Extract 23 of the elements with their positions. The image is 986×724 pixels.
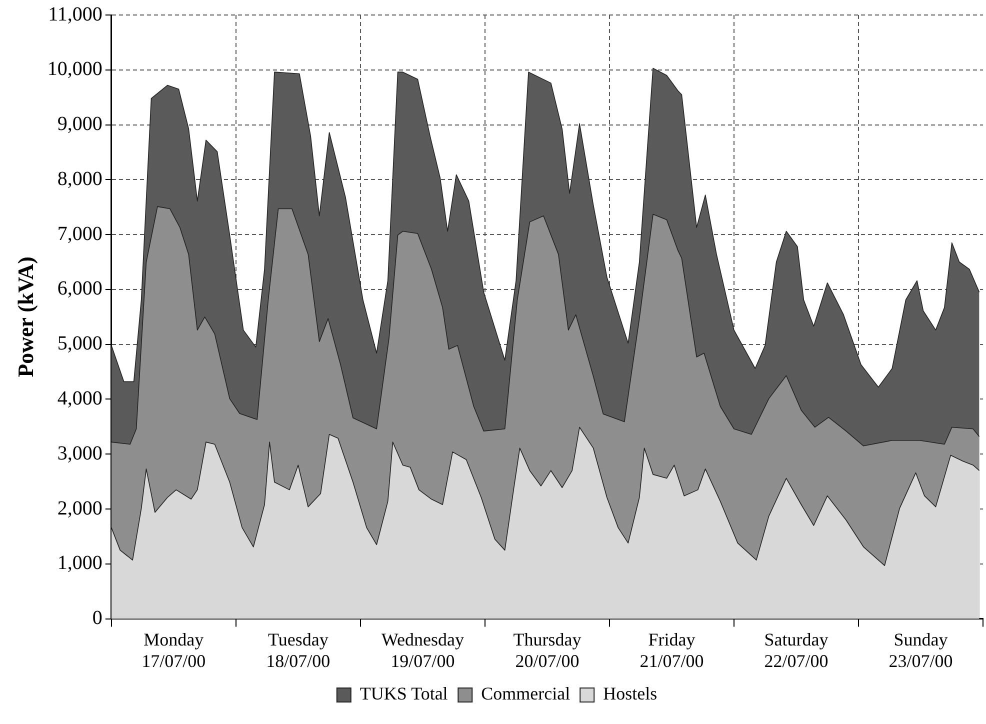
y-axis-title: Power (kVA)	[12, 256, 38, 378]
y-tick-label: 3,000	[57, 442, 102, 464]
y-tick-label: 4,000	[57, 387, 102, 410]
y-tick-label: 5,000	[57, 332, 102, 355]
x-tick-label: Thursday 20/07/00	[513, 629, 582, 671]
x-tick-label: Sunday 23/07/00	[888, 629, 953, 671]
legend-label: Hostels	[603, 684, 658, 704]
x-tick-label: Wednesday 19/07/00	[381, 629, 464, 671]
y-tick-label: 8,000	[57, 168, 102, 190]
x-tick-label: Saturday 22/07/00	[764, 629, 828, 671]
y-tick-label: 11,000	[48, 3, 102, 26]
legend-label: Commercial	[481, 684, 570, 704]
y-tick-label: 10,000	[47, 58, 102, 80]
x-tick-label: Monday 17/07/00	[142, 629, 206, 671]
y-tick-label: 6,000	[57, 278, 102, 300]
y-tick-label: 0	[92, 607, 102, 630]
x-tick-label: Friday 21/07/00	[640, 629, 704, 671]
legend-label: TUKS Total	[360, 684, 448, 704]
y-tick-label: 2,000	[57, 497, 102, 520]
y-tick-label: 7,000	[57, 222, 102, 245]
y-tick-label: 9,000	[57, 113, 102, 136]
y-tick-label: 1,000	[57, 552, 102, 574]
x-tick-label: Tuesday 18/07/00	[266, 629, 330, 671]
